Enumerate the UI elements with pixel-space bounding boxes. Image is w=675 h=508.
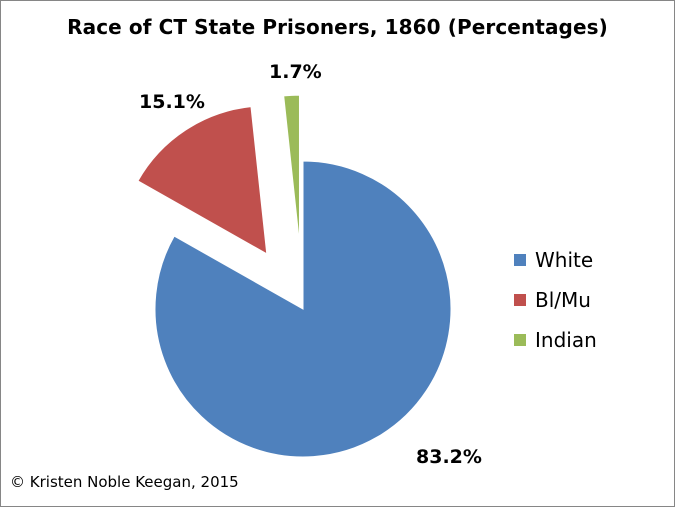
legend-label-indian: Indian [535,328,597,352]
pie-slice-bl-mu [137,106,268,255]
legend: White Bl/Mu Indian [514,240,597,360]
legend-swatch-indian [514,334,526,346]
legend-swatch-bl-mu [514,294,526,306]
legend-item-bl-mu: Bl/Mu [514,280,597,320]
data-label-bl-mu: 15.1% [139,91,205,113]
data-label-white: 83.2% [416,446,482,468]
legend-label-white: White [535,248,594,272]
legend-label-bl-mu: Bl/Mu [535,288,591,312]
data-label-indian: 1.7% [269,61,322,83]
legend-swatch-white [514,254,526,266]
legend-item-indian: Indian [514,320,597,360]
legend-item-white: White [514,240,597,280]
pie-slice-indian [283,94,300,244]
pie-slice-white [154,160,452,458]
copyright-credit: © Kristen Noble Keegan, 2015 [10,473,239,491]
chart-title: Race of CT State Prisoners, 1860 (Percen… [67,15,608,39]
